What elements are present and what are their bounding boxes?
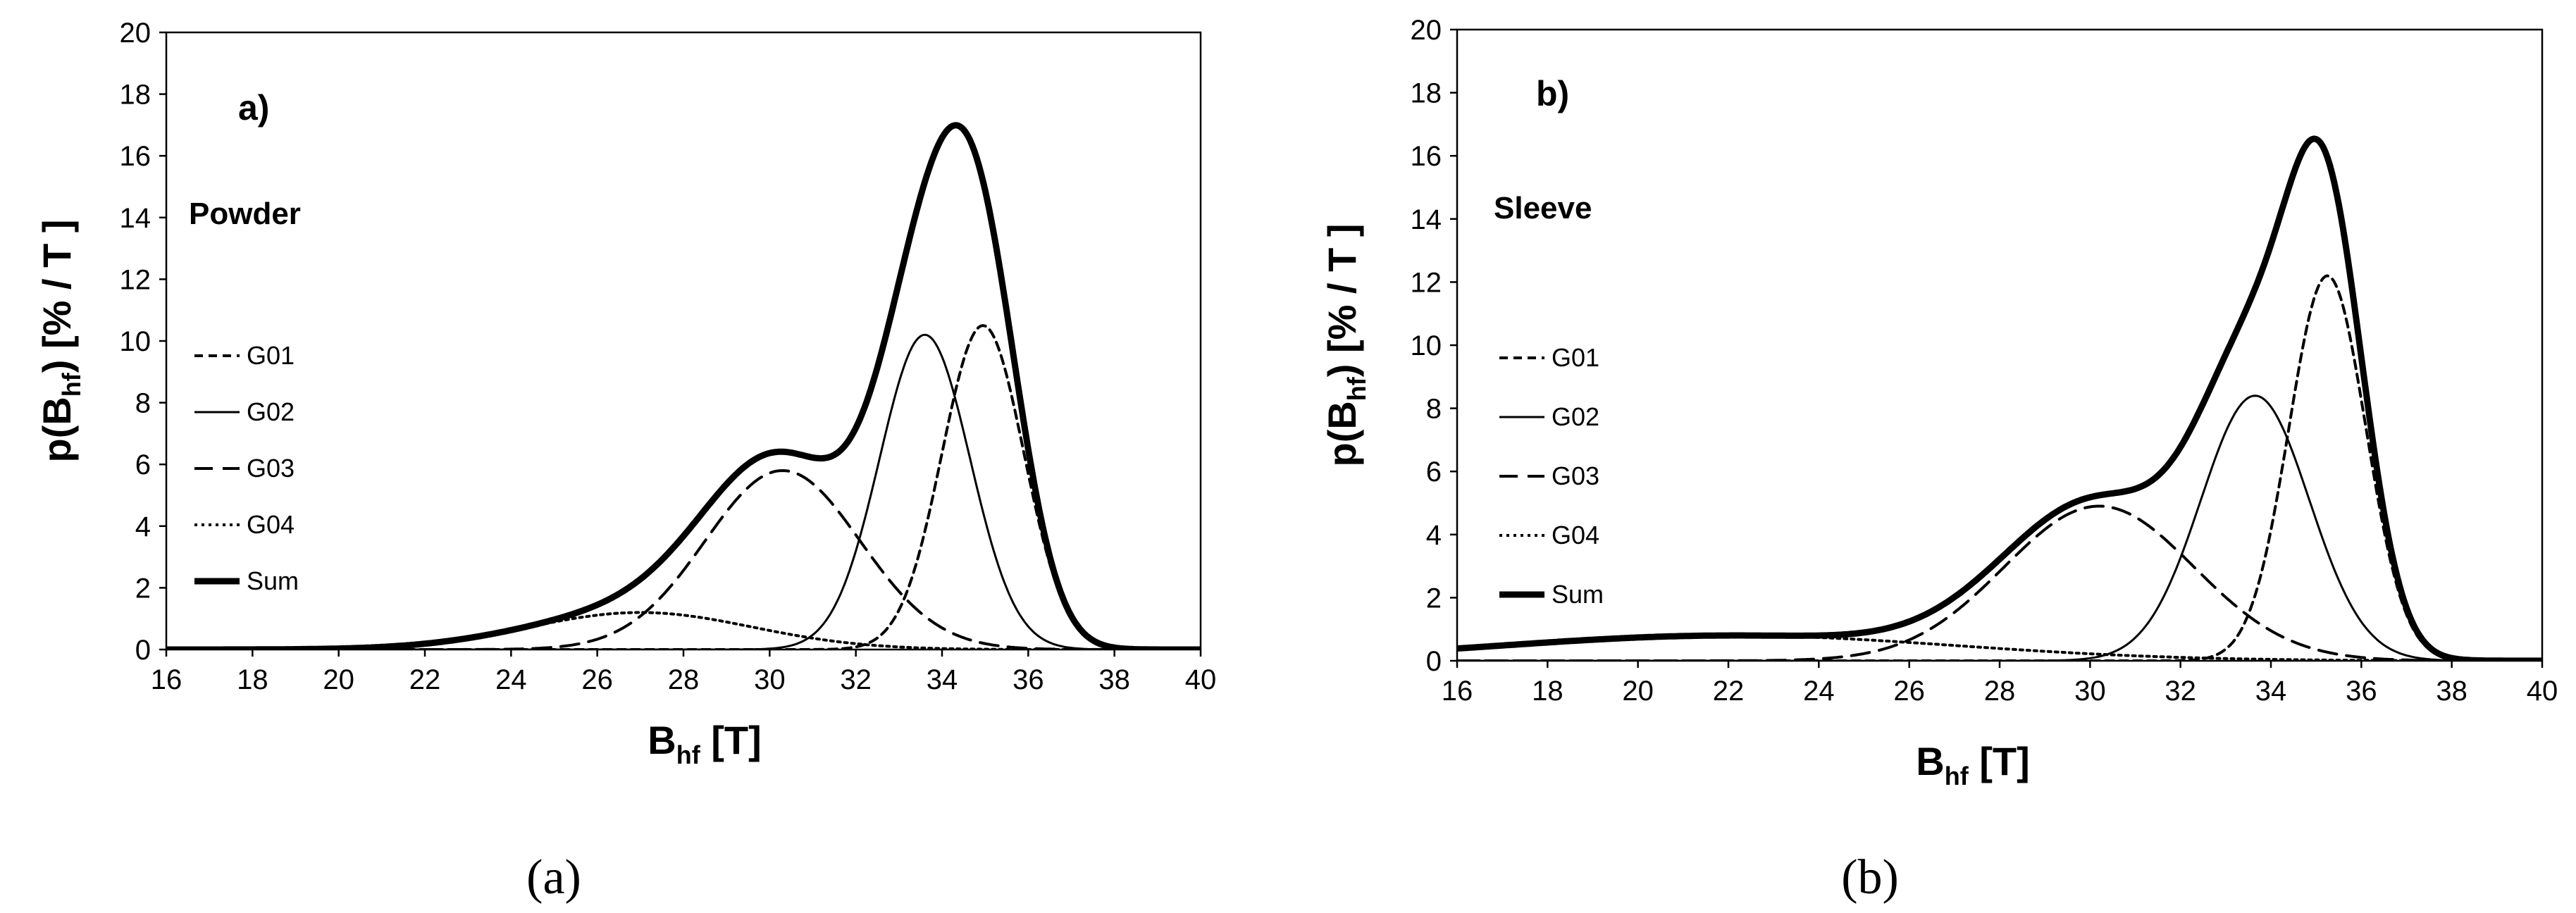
x-tick-label: 38: [1098, 664, 1130, 695]
plot-frame: [165, 31, 1202, 651]
x-tick-label: 22: [409, 664, 441, 695]
x-tick-label: 24: [495, 664, 527, 695]
x-axis-title: Bhf [T]: [1916, 739, 2030, 790]
y-axis-title-sub: hf: [57, 372, 86, 397]
x-tick-label: 36: [1013, 664, 1044, 695]
x-tick-label: 22: [1713, 676, 1745, 707]
x-axis-title-sub: hf: [676, 740, 701, 769]
series-line-g02: [1457, 395, 2542, 661]
y-tick-label: 20: [1411, 15, 1442, 46]
legend-label: G03: [247, 454, 295, 483]
x-axis-title-main: B: [1916, 739, 1944, 783]
y-tick-label: 10: [120, 326, 151, 357]
panel-letter: a): [238, 88, 269, 128]
y-tick-label: 4: [135, 511, 151, 542]
x-axis-title-unit: [T]: [700, 718, 762, 762]
y-tick-label: 18: [1411, 78, 1442, 109]
y-axis-title-main: p(B: [1320, 401, 1364, 466]
legend-label: G01: [1552, 343, 1599, 372]
legend-label: Sum: [1552, 580, 1604, 609]
x-tick-label: 26: [1893, 676, 1925, 707]
series-line-sum: [166, 122, 1201, 650]
x-tick-label: 30: [754, 664, 786, 695]
x-tick-label: 16: [1442, 676, 1473, 707]
legend-label: Sum: [247, 566, 299, 595]
x-tick-label: 36: [2346, 676, 2377, 707]
x-tick-label: 26: [581, 664, 613, 695]
y-tick-label: 16: [120, 141, 151, 172]
y-tick-label: 14: [120, 203, 151, 234]
y-tick-label: 6: [135, 449, 151, 480]
x-tick-label: 24: [1803, 676, 1835, 707]
x-tick-label: 20: [1622, 676, 1654, 707]
y-tick-label: 10: [1411, 330, 1442, 361]
x-tick-label: 34: [2255, 676, 2287, 707]
panel-letter: b): [1536, 74, 1569, 113]
series-line-g04: [166, 611, 1201, 650]
sample-label: Powder: [189, 197, 301, 231]
y-axis-title-unit: ) [% / T ]: [35, 219, 79, 373]
plot-frame: [1456, 28, 2544, 662]
x-tick-label: 28: [1984, 676, 2016, 707]
y-tick-label: 0: [1426, 646, 1442, 677]
series-line-g01: [166, 324, 1201, 650]
series-line-g03: [1457, 504, 2542, 661]
chart-panel-a: 16 18 20 22 24 26 28 30 32 34 36 38 4002468101214161…: [35, 18, 1216, 905]
x-tick-label: 18: [1532, 676, 1563, 707]
y-tick-label: 12: [1411, 267, 1442, 298]
y-tick-label: 18: [120, 80, 151, 111]
legend-label: G01: [247, 341, 295, 370]
x-tick-label: 30: [2074, 676, 2106, 707]
legend-label: G04: [1552, 521, 1599, 549]
series-line-sum: [1457, 135, 2542, 661]
x-tick-label: 32: [840, 664, 872, 695]
y-tick-label: 8: [1426, 394, 1442, 425]
y-axis-title: p(Bhf) [% / T ]: [1320, 223, 1371, 466]
x-tick-label: 18: [237, 664, 268, 695]
y-tick-label: 14: [1411, 204, 1442, 235]
series-line-g02: [166, 333, 1201, 650]
x-tick-label: 40: [2527, 676, 2558, 707]
x-tick-label: 34: [927, 664, 958, 695]
y-tick-label: 2: [135, 573, 151, 604]
x-tick-label: 20: [323, 664, 354, 695]
y-axis-title-unit: ) [% / T ]: [1320, 223, 1364, 377]
x-tick-label: 32: [2165, 676, 2196, 707]
x-tick-label: 28: [668, 664, 700, 695]
x-tick-label: 40: [1185, 664, 1217, 695]
y-tick-label: 12: [120, 264, 151, 295]
legend-label: G02: [1552, 402, 1599, 431]
x-axis-title-sub: hf: [1945, 762, 1969, 790]
series-line-g03: [166, 469, 1201, 650]
y-tick-label: 0: [135, 635, 151, 666]
legend-label: G02: [247, 397, 295, 426]
x-axis-title-main: B: [648, 718, 676, 762]
y-axis-title: p(Bhf) [% / T ]: [35, 219, 86, 462]
sample-label: Sleeve: [1494, 191, 1592, 225]
x-axis-title-unit: [T]: [1969, 739, 2030, 783]
y-axis-title-sub: hf: [1342, 376, 1371, 401]
y-tick-label: 4: [1426, 520, 1442, 551]
panel-caption: (a): [526, 850, 581, 905]
y-tick-label: 2: [1426, 583, 1442, 614]
legend-label: G03: [1552, 461, 1599, 490]
y-tick-label: 20: [120, 18, 151, 49]
y-tick-label: 16: [1411, 141, 1442, 172]
y-tick-label: 6: [1426, 456, 1442, 487]
legend-label: G04: [247, 510, 295, 539]
series-line-g04: [1457, 634, 2542, 661]
x-tick-label: 38: [2436, 676, 2467, 707]
y-tick-label: 8: [135, 388, 151, 419]
x-axis-title: Bhf [T]: [648, 718, 762, 769]
panel-caption: (b): [1841, 850, 1899, 905]
chart-panel-b: 16 18 20 22 24 26 28 30 32 34 36 38 4002468101214161…: [1320, 15, 2558, 905]
x-tick-label: 16: [151, 664, 182, 695]
y-axis-title-main: p(B: [35, 397, 79, 462]
